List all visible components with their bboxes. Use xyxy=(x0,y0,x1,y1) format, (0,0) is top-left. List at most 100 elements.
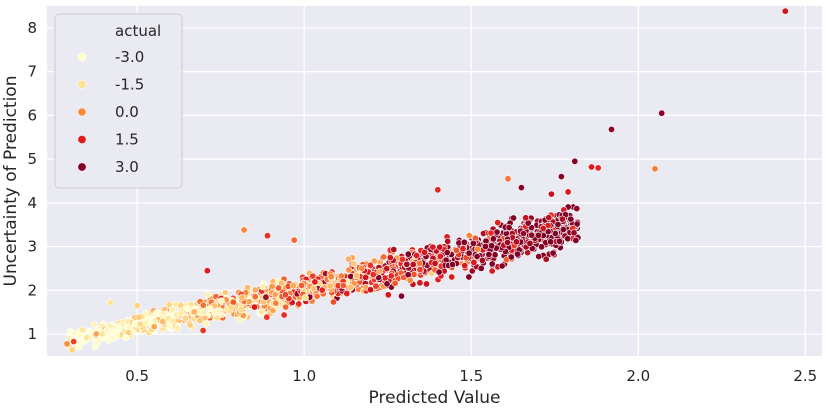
data-point xyxy=(429,243,437,251)
data-point xyxy=(206,305,214,313)
data-point xyxy=(549,249,557,257)
data-point xyxy=(384,291,392,299)
data-point xyxy=(504,175,512,183)
data-point xyxy=(488,267,496,275)
data-point xyxy=(564,188,572,196)
data-point xyxy=(275,284,283,292)
data-point xyxy=(452,246,460,254)
data-point xyxy=(542,255,550,263)
data-point xyxy=(477,264,485,272)
data-point xyxy=(366,261,374,269)
data-point xyxy=(263,313,271,321)
data-point xyxy=(259,283,267,291)
data-point xyxy=(460,238,468,246)
data-point xyxy=(200,309,208,317)
x-axis-ticks: 0.5 1.0 1.5 2.0 2.5 xyxy=(125,367,817,385)
y-axis-label: Uncertainty of Prediction xyxy=(1,76,21,287)
y-tick-label: 1 xyxy=(27,325,37,343)
data-point xyxy=(263,232,271,240)
data-point xyxy=(547,190,555,198)
data-point xyxy=(522,214,530,222)
data-point xyxy=(509,214,517,222)
data-point xyxy=(150,323,158,331)
data-point xyxy=(416,279,424,287)
data-point xyxy=(571,157,579,165)
data-point xyxy=(227,304,235,312)
data-point xyxy=(465,232,473,240)
data-point xyxy=(607,125,615,133)
data-point xyxy=(196,317,204,325)
grid-lines xyxy=(47,6,822,356)
data-point xyxy=(406,276,414,284)
data-point xyxy=(434,186,442,194)
data-point xyxy=(567,215,575,223)
data-point xyxy=(313,292,321,300)
data-point xyxy=(203,267,211,275)
data-point xyxy=(781,7,789,15)
legend: actual -3.0 -1.5 0.0 1.5 3.0 xyxy=(54,13,183,189)
data-point xyxy=(488,260,496,268)
data-point xyxy=(339,281,347,289)
data-point xyxy=(431,259,439,267)
data-point xyxy=(271,291,279,299)
data-point xyxy=(465,273,473,281)
data-point xyxy=(383,280,391,288)
data-point xyxy=(469,239,477,247)
data-point xyxy=(358,264,366,272)
data-point xyxy=(572,236,580,244)
data-point xyxy=(199,326,207,334)
y-axis-ticks: 1 2 3 4 5 6 7 8 xyxy=(27,19,37,343)
data-point xyxy=(298,281,306,289)
data-point xyxy=(507,253,515,261)
data-point xyxy=(564,235,572,243)
data-point xyxy=(403,260,411,268)
x-tick-label: 2.5 xyxy=(793,367,817,385)
y-tick-label: 2 xyxy=(27,281,37,299)
data-point xyxy=(136,320,144,328)
data-point xyxy=(280,311,288,319)
legend-title: actual xyxy=(115,22,161,40)
data-point xyxy=(594,164,602,172)
legend-box xyxy=(54,13,183,189)
legend-label: 0.0 xyxy=(115,103,139,121)
data-point xyxy=(217,297,225,305)
data-point xyxy=(558,215,566,223)
data-point xyxy=(559,226,567,234)
data-point xyxy=(436,252,444,260)
data-point xyxy=(436,243,444,251)
data-point xyxy=(204,291,212,299)
x-axis-label: Predicted Value xyxy=(369,388,501,408)
data-point xyxy=(366,286,374,294)
data-point xyxy=(448,273,456,281)
data-point xyxy=(489,235,497,243)
data-point xyxy=(514,250,522,258)
data-point xyxy=(91,343,99,351)
data-point xyxy=(281,291,289,299)
data-point xyxy=(488,242,496,250)
data-point xyxy=(528,231,536,239)
data-point xyxy=(289,282,297,290)
data-point xyxy=(63,340,71,348)
data-point xyxy=(350,260,358,268)
data-point xyxy=(240,226,248,234)
data-point xyxy=(570,229,578,237)
data-point xyxy=(573,220,581,228)
data-point xyxy=(651,165,659,173)
data-point xyxy=(103,326,111,334)
data-point xyxy=(272,299,280,307)
x-tick-label: 2.0 xyxy=(626,367,650,385)
data-point xyxy=(135,313,143,321)
data-point xyxy=(478,256,486,264)
data-point xyxy=(390,246,398,254)
data-point xyxy=(309,272,317,280)
data-point xyxy=(485,251,493,259)
data-point xyxy=(461,262,469,270)
legend-marker xyxy=(77,162,87,172)
data-point xyxy=(318,286,326,294)
data-point xyxy=(290,236,298,244)
data-point xyxy=(369,270,377,278)
data-point xyxy=(413,252,421,260)
data-point xyxy=(122,333,130,341)
data-point xyxy=(416,266,424,274)
data-point xyxy=(186,321,194,329)
